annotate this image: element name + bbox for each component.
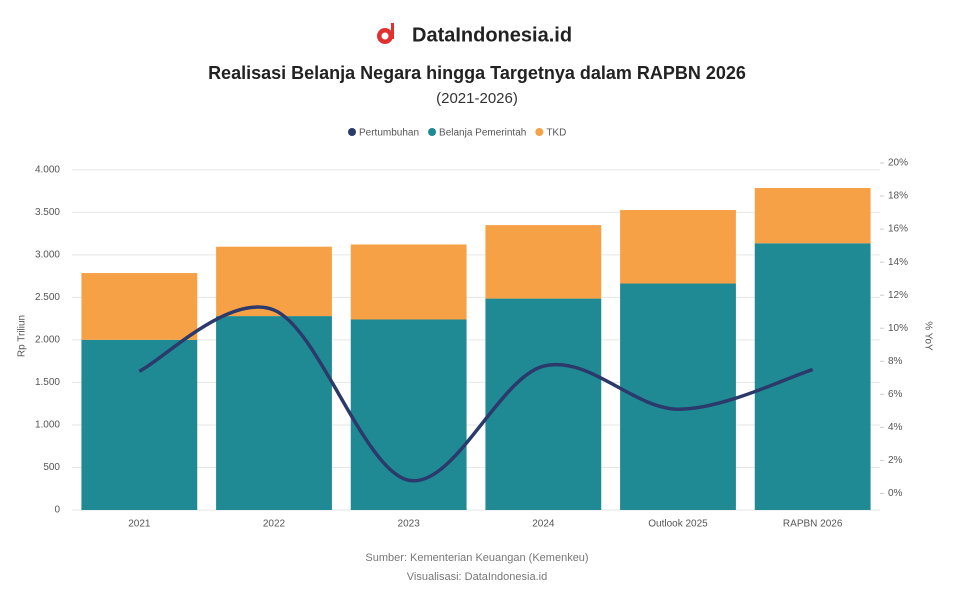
x-tick-label: 2021 bbox=[128, 519, 151, 530]
y2-tick-label: 14% bbox=[888, 257, 908, 268]
x-tick-label: 2024 bbox=[532, 519, 555, 530]
logo-icon-hole bbox=[381, 32, 389, 40]
legend-label: Belanja Pemerintah bbox=[439, 128, 526, 139]
chart-subtitle: (2021-2026) bbox=[436, 90, 518, 107]
y-tick-label: 2.500 bbox=[35, 292, 60, 303]
bar-segment bbox=[485, 298, 602, 510]
legend-swatch bbox=[428, 128, 437, 136]
x-tick-label: RAPBN 2026 bbox=[783, 519, 843, 530]
x-tick-label: 2023 bbox=[398, 519, 421, 530]
logo bbox=[377, 23, 394, 44]
y2-tick-label: 20% bbox=[888, 158, 908, 169]
y2-tick-label: 12% bbox=[888, 290, 908, 301]
source: Sumber: Kementerian Keuangan (Kemenkeu) bbox=[365, 552, 588, 564]
legend-swatch bbox=[348, 128, 356, 136]
bar-segment bbox=[754, 188, 871, 244]
credit: Visualisasi: DataIndonesia.id bbox=[407, 571, 547, 583]
y-tick-label: 1.500 bbox=[35, 377, 60, 388]
y-tick-label: 4.000 bbox=[35, 164, 60, 175]
y2-tick-label: 8% bbox=[888, 356, 903, 367]
y2-tick-label: 2% bbox=[888, 455, 903, 466]
y-tick-label: 0 bbox=[54, 505, 60, 516]
y-tick-label: 3.500 bbox=[35, 207, 60, 218]
y-tick-label: 1.000 bbox=[35, 420, 60, 431]
brand: DataIndonesia.id bbox=[412, 24, 572, 46]
bar-segment bbox=[216, 246, 332, 317]
y2-tick-label: 4% bbox=[888, 422, 903, 433]
y2-tick-label: 16% bbox=[888, 224, 908, 235]
y-tick-label: 2.000 bbox=[35, 335, 60, 346]
bar-segment bbox=[216, 316, 332, 510]
x-tick-label: 2022 bbox=[263, 519, 286, 530]
y-axis-title: Rp Triliun bbox=[17, 315, 28, 357]
bar-segment bbox=[350, 319, 467, 510]
bar-segment bbox=[81, 339, 198, 510]
x-tick-label: Outlook 2025 bbox=[648, 519, 708, 530]
bar-segment bbox=[350, 244, 467, 320]
bar-segment bbox=[620, 210, 736, 284]
logo-icon-stem bbox=[391, 23, 394, 39]
y2-tick-label: 6% bbox=[888, 389, 903, 400]
bar-segment bbox=[81, 273, 198, 340]
legend-label: Pertumbuhan bbox=[359, 128, 419, 139]
y2-axis-title: % YoY bbox=[922, 321, 933, 351]
y2-tick-label: 0% bbox=[888, 488, 903, 499]
legend-swatch bbox=[535, 128, 544, 136]
bar-segment bbox=[754, 243, 871, 511]
growth-line bbox=[138, 305, 814, 483]
y2-tick-label: 10% bbox=[888, 323, 908, 334]
chart-title: Realisasi Belanja Negara hingga Targetny… bbox=[208, 63, 746, 83]
y-tick-label: 500 bbox=[43, 462, 60, 473]
bar-segment bbox=[485, 225, 602, 299]
legend-label: TKD bbox=[546, 128, 566, 139]
y-tick-label: 3.000 bbox=[35, 249, 60, 260]
y2-tick-label: 18% bbox=[888, 191, 908, 202]
